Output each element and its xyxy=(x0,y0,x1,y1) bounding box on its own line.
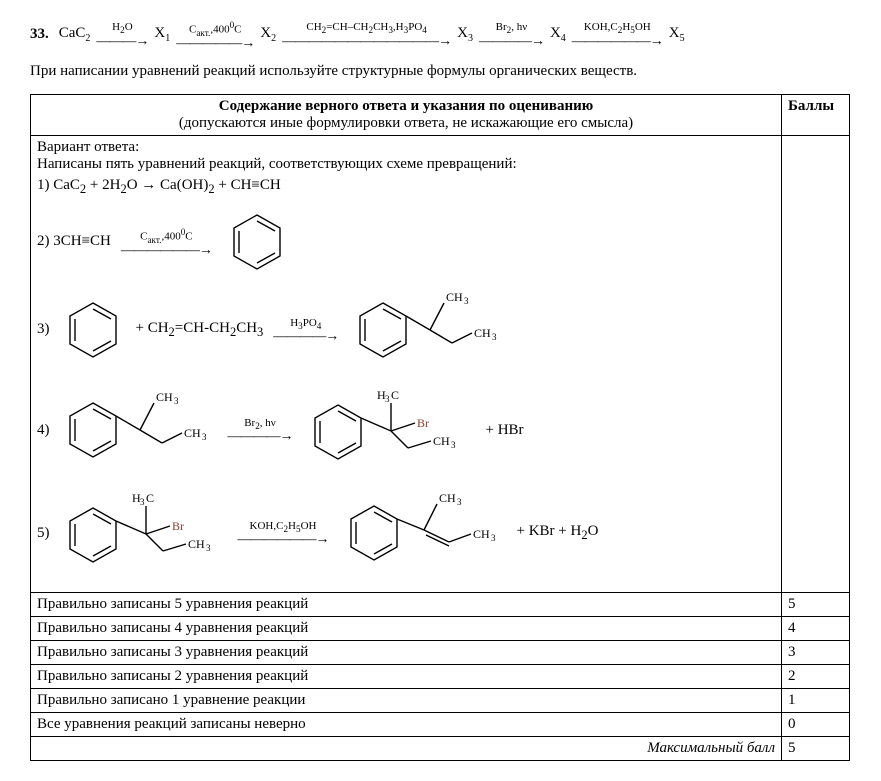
x4: X4 xyxy=(550,25,566,44)
svg-text:CH: CH xyxy=(433,434,450,448)
eq2-arrow: Cакт.,4000C ——————→ xyxy=(121,227,212,256)
eq5-tail: + KBr + H2O xyxy=(517,523,599,543)
x5: X5 xyxy=(669,25,685,44)
svg-text:C: C xyxy=(391,388,399,402)
svg-text:3: 3 xyxy=(451,440,456,450)
bromo-product-icon: H3C Br CH3 xyxy=(58,486,228,581)
svg-text:CH: CH xyxy=(156,390,173,404)
sec-butylbenzene-icon: CH3 CH3 xyxy=(58,385,218,475)
arrow-step-2: Cакт.,4000C —————→ xyxy=(176,20,254,49)
bromo-product-icon: H3C Br CH3 xyxy=(303,383,478,478)
svg-text:3: 3 xyxy=(140,497,145,507)
svg-text:3: 3 xyxy=(464,296,469,306)
equation-4: 4) CH3 CH3 Br2, h xyxy=(37,383,775,478)
rubric-row: Правильно записаны 5 уравнения реакций5 xyxy=(31,592,850,616)
rubric-row: Правильно записаны 3 уравнения реакций3 xyxy=(31,640,850,664)
table-header-title: Содержание верного ответа и указания по … xyxy=(37,98,775,115)
sec-butylbenzene-icon: CH3 CH3 xyxy=(348,285,508,375)
rubric-row: Правильно записаны 4 уравнения реакций4 xyxy=(31,616,850,640)
svg-text:CH: CH xyxy=(474,326,491,340)
points-header: Баллы xyxy=(782,94,850,135)
arrow-step-1: H2O ———→ xyxy=(96,22,148,46)
equation-1: 1) CaC2 + 2H2O → Ca(OH)2 + CH≡CH xyxy=(37,177,775,197)
svg-text:CH: CH xyxy=(439,491,456,505)
svg-text:C: C xyxy=(146,491,154,505)
points-cell-empty xyxy=(782,135,850,592)
svg-text:CH: CH xyxy=(473,527,490,541)
eq3-arrow: H3PO4 ————→ xyxy=(273,318,338,342)
scheme-start: CaC2 xyxy=(59,25,91,44)
svg-text:CH: CH xyxy=(184,426,201,440)
eq4-prefix: 4) xyxy=(37,422,50,439)
answer-body: Вариант ответа: Написаны пять уравнений … xyxy=(31,135,782,592)
answer-intro-1: Вариант ответа: xyxy=(37,139,775,156)
rubric-row: Правильно записаны 2 уравнения реакций2 xyxy=(31,664,850,688)
eq3-prefix: 3) xyxy=(37,321,50,338)
benzene-icon xyxy=(222,207,292,277)
arrow-step-5: KOH,C2H5OH ——————→ xyxy=(572,22,663,46)
equation-5: 5) H3C Br CH3 xyxy=(37,486,775,581)
eq5-arrow: KOH,C2H5OH ——————→ xyxy=(238,521,329,545)
alkene-product-icon: CH3 CH3 xyxy=(339,488,509,578)
equation-3: 3) + CH2=CH-CH2CH3 H3PO4 ————→ xyxy=(37,285,775,375)
svg-text:3: 3 xyxy=(202,432,207,442)
svg-text:Br: Br xyxy=(417,416,429,430)
svg-text:3: 3 xyxy=(206,543,211,553)
benzene-icon xyxy=(58,295,128,365)
table-header-sub: (допускаются иные формулировки ответа, н… xyxy=(37,115,775,132)
svg-text:3: 3 xyxy=(491,533,496,543)
max-row: Максимальный балл 5 xyxy=(31,736,850,760)
equation-2: 2) 3CH≡CH Cакт.,4000C ——————→ xyxy=(37,207,775,277)
svg-text:3: 3 xyxy=(385,394,390,404)
svg-text:CH: CH xyxy=(446,290,463,304)
svg-text:3: 3 xyxy=(457,497,462,507)
eq4-arrow: Br2, hν ————→ xyxy=(228,418,293,442)
svg-text:3: 3 xyxy=(174,396,179,406)
rubric-row: Правильно записано 1 уравнение реакции1 xyxy=(31,688,850,712)
x1: X1 xyxy=(154,25,170,44)
arrow-step-3: CH2=CH–CH2CH3,H3PO4 ————————————→ xyxy=(282,22,451,46)
svg-text:CH: CH xyxy=(188,537,205,551)
svg-text:Br: Br xyxy=(172,519,184,533)
table-header-cell: Содержание верного ответа и указания по … xyxy=(31,94,782,135)
svg-text:3: 3 xyxy=(492,332,497,342)
eq3-mid: + CH2=CH-CH2CH3 xyxy=(136,320,264,340)
eq5-prefix: 5) xyxy=(37,525,50,542)
eq2-prefix: 2) 3CH≡CH xyxy=(37,233,111,250)
x3: X3 xyxy=(457,25,473,44)
x2: X2 xyxy=(260,25,276,44)
arrow-step-4: Br2, hν ————→ xyxy=(479,22,544,46)
rubric-table: Содержание верного ответа и указания по … xyxy=(30,94,850,761)
eq4-tail: + HBr xyxy=(486,422,524,439)
answer-intro-2: Написаны пять уравнений реакций, соответ… xyxy=(37,156,775,173)
rubric-row: Все уравнения реакций записаны неверно0 xyxy=(31,712,850,736)
question-number: 33. xyxy=(30,26,49,43)
reaction-scheme: 33. CaC2 H2O ———→ X1 Cакт.,4000C —————→ … xyxy=(30,20,850,49)
instruction-text: При написании уравнений реакций использу… xyxy=(30,63,850,80)
